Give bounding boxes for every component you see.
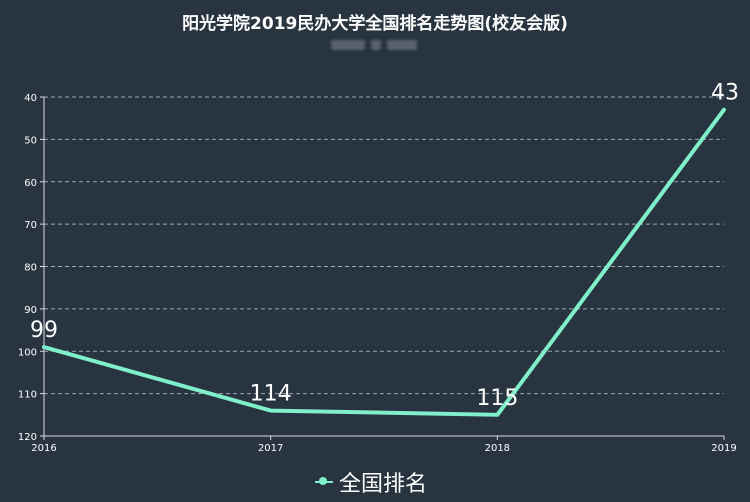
legend[interactable]: 全国排名	[315, 467, 427, 497]
data-label: 115	[476, 386, 518, 411]
y-tick-label: 110	[18, 390, 37, 401]
y-tick-label: 70	[24, 220, 37, 231]
y-tick-label: 40	[24, 93, 37, 104]
data-label: 43	[711, 81, 739, 106]
x-tick-label: 2016	[31, 443, 56, 454]
chart-title: 阳光学院2019民办大学全国排名走势图(校友会版)	[182, 14, 568, 34]
data-label: 99	[30, 318, 58, 343]
x-tick-label: 2017	[258, 443, 283, 454]
legend-label: 全国排名	[339, 472, 428, 497]
series-line	[42, 107, 726, 417]
x-tick-label: 2018	[485, 443, 510, 454]
data-label: 114	[250, 382, 292, 407]
y-tick-label: 100	[18, 347, 37, 358]
blurred-subtitle	[331, 40, 419, 52]
y-tick-label: 80	[24, 263, 37, 274]
y-tick-label: 120	[18, 432, 37, 443]
y-tick-label: 50	[24, 135, 37, 146]
x-tick-label: 2019	[711, 443, 736, 454]
y-tick-label: 90	[24, 305, 37, 316]
legend-line-icon	[315, 476, 333, 488]
y-tick-label: 60	[24, 178, 37, 189]
